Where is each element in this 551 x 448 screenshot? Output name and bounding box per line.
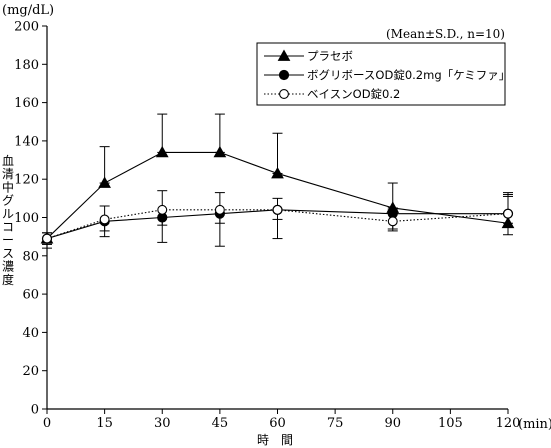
tick-labels: 0 20 40 60 80 100 120 140 160 180 200 0 15 30 45 60 75 90… [14, 20, 520, 432]
y-tick-label: 40 [22, 326, 39, 341]
data-point [99, 214, 110, 225]
y-tick-label: 0 [31, 403, 39, 418]
data-point [501, 216, 515, 229]
legend-label: プラセボ [307, 49, 353, 63]
y-axis-title-char: ス [2, 246, 14, 260]
legend-box [256, 42, 506, 106]
data-point [387, 216, 398, 227]
data-point [42, 233, 52, 244]
data-point [213, 145, 227, 158]
x-tick-label: 45 [212, 416, 229, 431]
legend-label: ボグリボースOD錠0.2mg「ケミファ」 [307, 68, 510, 82]
y-tick-label: 120 [14, 173, 39, 188]
y-axis-title-char: 中 [2, 179, 14, 194]
x-axis-title: 時 間 [257, 433, 293, 447]
y-axis-title-char: ー [2, 233, 14, 247]
annotation-note: (Mean±S.D., n=10) [386, 27, 505, 41]
y-axis-title-char: 濃 [2, 260, 14, 274]
y-axis-title-char: ル [2, 207, 14, 221]
data-point [272, 204, 283, 215]
x-tick-label: 90 [384, 416, 401, 431]
y-tick-label: 160 [14, 96, 39, 111]
y-tick-label: 60 [22, 288, 39, 303]
data-point [157, 204, 168, 215]
y-tick-label: 200 [14, 20, 39, 35]
legend-label: ベイスンOD錠0.2 [307, 87, 400, 101]
y-axis-title-char: 度 [2, 272, 14, 287]
x-tick-label: 0 [43, 416, 51, 431]
data-point [503, 208, 513, 219]
y-axis-title-char: 血 [2, 154, 14, 168]
x-unit-label: (min) [518, 417, 551, 432]
data-point [98, 176, 111, 188]
x-tick-label: 15 [96, 416, 113, 431]
x-tick-label: 75 [327, 416, 344, 431]
y-tick-label: 140 [14, 134, 39, 149]
legend-marker [278, 69, 290, 81]
error-bars [42, 113, 513, 249]
y-unit-label: (mg/dL) [2, 3, 54, 18]
y-tick-label: 100 [14, 211, 39, 226]
y-tick-label: 80 [22, 249, 39, 264]
x-tick-label: 105 [438, 416, 463, 431]
x-tick-label: 120 [496, 416, 521, 431]
y-tick-label: 20 [22, 364, 39, 379]
data-point [155, 145, 169, 158]
x-tick-label: 30 [154, 416, 171, 431]
data-point [214, 204, 225, 215]
y-tick-label: 180 [14, 58, 39, 73]
y-axis-title-char: 清 [2, 167, 14, 181]
data-point [271, 166, 284, 179]
legend-marker [279, 89, 289, 99]
y-axis-title-char: グ [2, 194, 14, 208]
x-tick-label: 60 [269, 416, 286, 431]
y-axis-title-char: コ [2, 220, 14, 234]
legend-marker [277, 49, 291, 61]
series-markers [40, 145, 515, 244]
